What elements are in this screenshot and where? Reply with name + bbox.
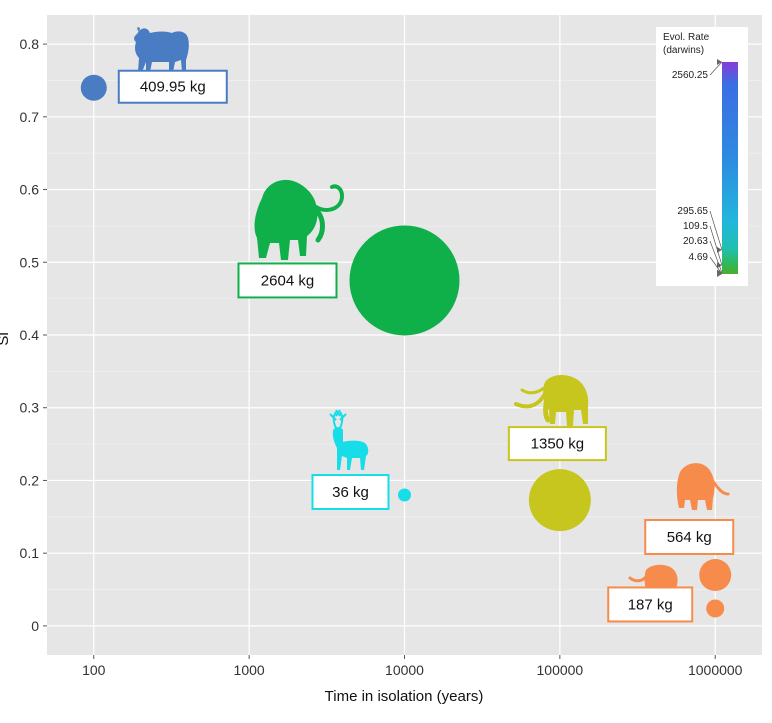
y-tick-label: 0 bbox=[31, 618, 39, 634]
mass-label-box bbox=[117, 69, 228, 104]
legend-marker bbox=[717, 246, 722, 253]
legend-value: 4.69 bbox=[689, 252, 709, 263]
y-tick-label: 0.8 bbox=[20, 36, 40, 52]
legend: Evol. Rate (darwins) 2560.25295.65109.52… bbox=[656, 27, 748, 286]
mass-label: 409.95 kg bbox=[140, 79, 206, 96]
x-tick-label: 10000 bbox=[385, 662, 424, 678]
mass-label-box bbox=[507, 426, 607, 462]
x-tick-label: 1000 bbox=[234, 662, 265, 678]
legend-value: 2560.25 bbox=[672, 70, 709, 81]
y-tick-label: 0.4 bbox=[20, 327, 40, 343]
y-axis-title: Si bbox=[0, 332, 12, 345]
legend-leader-line bbox=[709, 210, 723, 250]
mass-label-box bbox=[237, 262, 338, 299]
data-point bbox=[80, 74, 107, 101]
mass-labels: 409.95 kg 2604 kg 36 kg 1350 kg 564 kg 187 kg bbox=[117, 69, 735, 623]
legend-leader-line bbox=[709, 256, 723, 275]
y-tick-label: 0.6 bbox=[20, 182, 40, 198]
legend-leader-line bbox=[709, 61, 723, 76]
mass-label: 2604 kg bbox=[261, 272, 314, 289]
legend-value: 109.5 bbox=[683, 221, 708, 232]
mass-label-box bbox=[607, 586, 694, 623]
y-tick-label: 0.7 bbox=[20, 109, 40, 125]
x-tick-label: 100 bbox=[82, 662, 106, 678]
x-tick-label: 100000 bbox=[537, 662, 584, 678]
mass-label: 1350 kg bbox=[531, 436, 584, 453]
mass-label: 36 kg bbox=[332, 484, 369, 501]
legend-value: 20.63 bbox=[683, 236, 708, 247]
bison-icon bbox=[134, 27, 189, 72]
legend-marker bbox=[717, 271, 722, 277]
legend-leader-line bbox=[709, 240, 723, 273]
animal-silhouettes bbox=[134, 27, 730, 596]
data-point bbox=[398, 488, 411, 502]
y-tick-label: 0.5 bbox=[20, 254, 40, 270]
legend-colorbar bbox=[722, 62, 738, 274]
mass-label: 187 kg bbox=[628, 596, 673, 613]
data-point bbox=[528, 469, 591, 532]
data-point bbox=[699, 559, 732, 591]
legend-marker bbox=[717, 59, 722, 65]
legend-title: Evol. Rate bbox=[663, 32, 710, 43]
x-axis-title: Time in isolation (years) bbox=[325, 688, 484, 705]
data-point bbox=[706, 599, 725, 618]
legend-title-unit: (darwins) bbox=[663, 45, 704, 56]
x-tick-labels: 100 1000 10000 100000 1000000 bbox=[82, 655, 743, 678]
legend-ticks: 2560.25 295.65 109.5 20.63 4.69 bbox=[672, 59, 723, 277]
legend-leader-line bbox=[709, 225, 723, 266]
mass-label: 564 kg bbox=[667, 529, 712, 546]
data-points bbox=[80, 74, 732, 618]
mammoth-icon bbox=[514, 374, 589, 426]
mammoth-icon bbox=[676, 463, 730, 510]
data-point bbox=[349, 225, 460, 336]
mass-label-box bbox=[311, 474, 390, 510]
y-tick-labels: 0 0.1 0.2 0.3 0.4 0.5 0.6 0.7 0.8 bbox=[20, 36, 47, 634]
y-tick-label: 0.1 bbox=[20, 545, 40, 561]
legend-value: 295.65 bbox=[677, 206, 708, 217]
mammoth-icon bbox=[254, 179, 345, 260]
y-tick-label: 0.3 bbox=[20, 400, 40, 416]
deer-icon bbox=[329, 409, 369, 470]
y-tick-label: 0.2 bbox=[20, 472, 40, 488]
mass-label-box bbox=[644, 519, 735, 555]
x-tick-label: 1000000 bbox=[688, 662, 743, 678]
